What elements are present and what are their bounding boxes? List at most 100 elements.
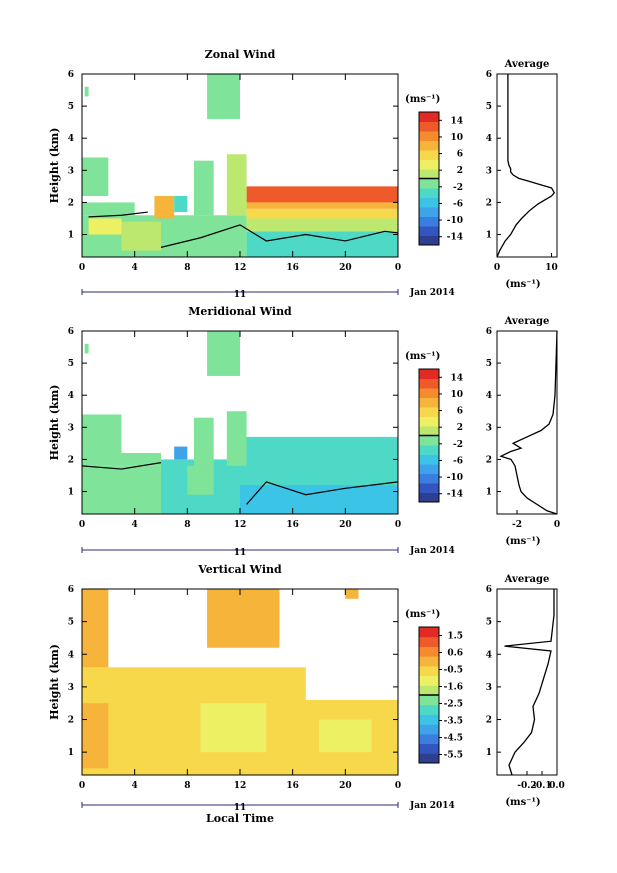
colorbar-segment bbox=[419, 131, 439, 141]
colorbar-tick-label: -0.5 bbox=[444, 666, 463, 676]
colorbar-segment bbox=[419, 627, 439, 638]
y-tick-label: 3 bbox=[486, 166, 492, 176]
y-tick-label: 1 bbox=[68, 231, 74, 241]
y-tick-label: 3 bbox=[68, 423, 74, 433]
colorbar-tick-label: -14 bbox=[447, 233, 463, 243]
y-tick-label: 1 bbox=[68, 488, 74, 498]
x-tick-label: -0.2 bbox=[517, 781, 536, 791]
data-cell bbox=[84, 343, 89, 354]
average-frame bbox=[496, 73, 558, 258]
y-tick-label: 5 bbox=[486, 359, 492, 369]
average-frame bbox=[496, 330, 558, 515]
colorbar-segment bbox=[419, 188, 439, 198]
average-profile-line bbox=[504, 589, 555, 776]
y-tick-label: 3 bbox=[68, 166, 74, 176]
colorbar-segment bbox=[419, 714, 439, 725]
x-tick-label: 10 bbox=[545, 263, 558, 273]
y-tick-label: 4 bbox=[486, 134, 492, 144]
panel-title-0: Zonal Wind bbox=[205, 48, 276, 61]
x-tick-label: 0 bbox=[494, 263, 500, 273]
y-tick-label: 1 bbox=[486, 488, 492, 498]
panel-title-2: Vertical Wind bbox=[197, 563, 282, 576]
y-tick-label: 2 bbox=[486, 455, 492, 465]
x-tick-label: 0 bbox=[79, 263, 85, 273]
data-cell bbox=[246, 231, 398, 257]
data-cell bbox=[193, 160, 214, 216]
colorbar-segment bbox=[419, 178, 439, 189]
colorbar-tick-label: -6 bbox=[453, 456, 463, 466]
y-tick-label: 5 bbox=[68, 359, 74, 369]
colorbar-tick-label: -4.5 bbox=[444, 734, 463, 744]
x-tick-label: 8 bbox=[184, 781, 190, 791]
data-cell bbox=[345, 589, 359, 599]
x-tick-label: 4 bbox=[132, 263, 138, 273]
y-axis-label: Height (km) bbox=[48, 385, 61, 461]
data-cell bbox=[84, 86, 89, 97]
x-tick-label: 16 bbox=[286, 781, 299, 791]
average-xlabel: (ms⁻¹) bbox=[505, 536, 540, 547]
x-tick-label: 20 bbox=[339, 263, 352, 273]
y-axis-label: Height (km) bbox=[48, 128, 61, 204]
data-cell bbox=[82, 667, 306, 700]
y-tick-label: 6 bbox=[486, 585, 492, 595]
colorbar-tick-label: -2 bbox=[453, 440, 463, 450]
colorbar-segment bbox=[419, 112, 439, 122]
data-cell bbox=[174, 446, 188, 460]
data-cell bbox=[193, 417, 214, 466]
date-month-label: Jan 2014 bbox=[409, 801, 455, 811]
average-title: Average bbox=[504, 316, 550, 327]
colorbar-segment bbox=[419, 473, 439, 484]
y-tick-label: 6 bbox=[68, 327, 74, 337]
colorbar-segment bbox=[419, 235, 439, 246]
y-tick-label: 5 bbox=[68, 102, 74, 112]
data-cell bbox=[240, 436, 398, 486]
date-month-label: Jan 2014 bbox=[409, 546, 455, 556]
colorbar-unit: (ms⁻¹) bbox=[405, 351, 440, 362]
y-tick-label: 2 bbox=[68, 198, 74, 208]
data-cell bbox=[246, 218, 398, 232]
colorbar-segment bbox=[419, 656, 439, 667]
colorbar-tick-label: -10 bbox=[447, 216, 463, 226]
colorbar-tick-label: 14 bbox=[450, 373, 463, 383]
colorbar-segment bbox=[419, 724, 439, 735]
colorbar-tick-label: -6 bbox=[453, 199, 463, 209]
data-cell bbox=[200, 703, 267, 753]
y-tick-label: 6 bbox=[486, 70, 492, 80]
data-cell bbox=[319, 719, 372, 753]
colorbar-segment bbox=[419, 397, 439, 408]
contour-line bbox=[81, 462, 162, 470]
y-tick-label: 1 bbox=[68, 748, 74, 758]
average-title: Average bbox=[504, 59, 550, 70]
y-tick-label: 6 bbox=[68, 70, 74, 80]
y-tick-label: 3 bbox=[68, 683, 74, 693]
colorbar-tick-label: 1.5 bbox=[447, 632, 463, 642]
colorbar-segment bbox=[419, 483, 439, 493]
contour-line bbox=[246, 481, 399, 505]
average-frame bbox=[496, 588, 558, 776]
colorbar-segment bbox=[419, 695, 439, 706]
colorbar-tick-label: 10 bbox=[450, 390, 463, 400]
colorbar-segment bbox=[419, 685, 439, 696]
colorbar-tick-label: -2 bbox=[453, 183, 463, 193]
x-tick-label: 0 bbox=[395, 781, 401, 791]
x-tick-label: 16 bbox=[286, 263, 299, 273]
data-cell bbox=[207, 589, 280, 648]
average-title: Average bbox=[504, 574, 550, 585]
colorbar-tick-label: 0.6 bbox=[447, 649, 463, 659]
x-tick-label: 0 bbox=[554, 520, 560, 530]
data-cell bbox=[82, 589, 109, 668]
x-axis-label: Local Time bbox=[206, 812, 274, 825]
colorbar-segment bbox=[419, 646, 439, 657]
y-tick-label: 6 bbox=[486, 327, 492, 337]
x-tick-label: 4 bbox=[132, 520, 138, 530]
x-tick-label: 12 bbox=[234, 781, 247, 791]
colorbar-segment bbox=[419, 197, 439, 208]
x-tick-label: 0 bbox=[79, 520, 85, 530]
x-tick-label: 12 bbox=[234, 263, 247, 273]
colorbar-tick-label: 14 bbox=[450, 116, 463, 126]
data-cell bbox=[174, 196, 188, 213]
data-cell bbox=[82, 703, 109, 769]
data-cell bbox=[207, 74, 240, 119]
colorbar-tick-label: 2 bbox=[457, 166, 463, 176]
colorbar-segment bbox=[419, 378, 439, 389]
